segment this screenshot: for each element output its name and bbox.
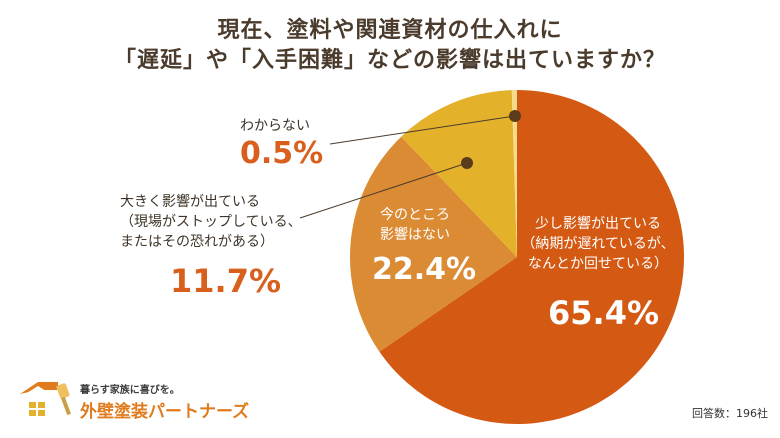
slice-value-unknown: 0.5%	[240, 136, 324, 171]
slice-label-major-impact: 大きく影響が出ている （現場がストップしている、 またはその恐れがある）	[120, 192, 302, 252]
leader-dot	[461, 157, 473, 169]
chart-title-line2: 「遅延」や「入手困難」などの影響は出ていますか？	[113, 48, 666, 73]
chart-title-line1: 現在、塗料や関連資材の仕入れに	[217, 18, 563, 43]
leader-dot	[509, 110, 521, 122]
label-line: （納期が遅れているが、	[521, 236, 675, 252]
label-line: 大きく影響が出ている	[120, 194, 260, 210]
slice-label-major-impact-minor: 少し影響が出ている （納期が遅れているが、 なんとか回せている）	[518, 214, 678, 274]
slice-value-major-impact: 11.7%	[170, 262, 282, 300]
logo-name: 外壁塗装パートナーズ	[80, 402, 250, 422]
slice-label-unknown: わからない	[240, 118, 310, 134]
leader-line-unknown	[329, 115, 516, 145]
label-line: なんとか回せている）	[528, 256, 668, 272]
slice-unknown	[511, 90, 517, 257]
logo-house-icon	[20, 382, 71, 420]
label-line: 影響はない	[380, 227, 450, 243]
leader-line-major-impact	[299, 162, 468, 219]
slice-value-minor-impact: 65.4%	[548, 294, 660, 332]
respondent-count: 回答数：196社	[692, 407, 768, 420]
label-line: またはその恐れがある）	[120, 234, 274, 250]
label-line: 少し影響が出ている	[535, 216, 661, 232]
slice-minor-impact	[379, 90, 685, 424]
slice-major-impact	[401, 90, 517, 258]
logo-tagline: 暮らす家族に喜びを。	[80, 385, 180, 396]
slice-no-impact	[350, 136, 517, 352]
slice-value-no-impact: 22.4%	[372, 252, 477, 287]
label-line: 今のところ	[380, 207, 450, 223]
label-line: （現場がストップしている、	[120, 214, 302, 230]
slice-label-no-impact: 今のところ 影響はない	[365, 205, 465, 245]
